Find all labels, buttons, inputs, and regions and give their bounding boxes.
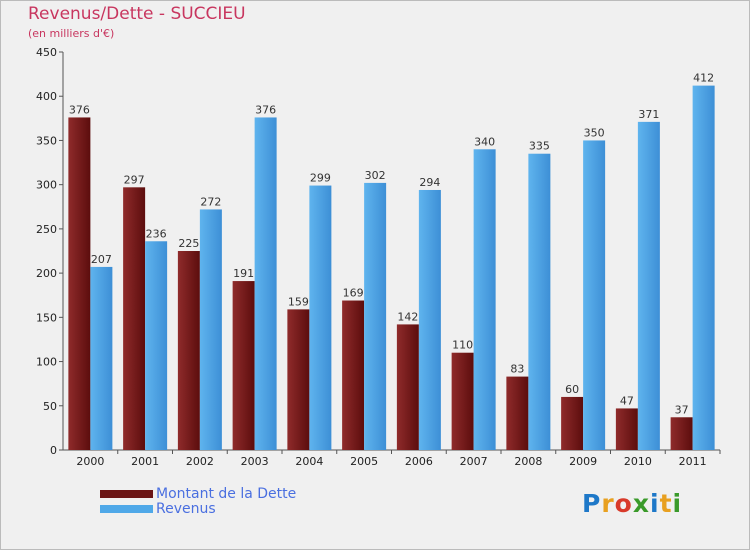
- bar-revenus: [254, 117, 277, 451]
- legend: Montant de la Dette Revenus: [100, 485, 297, 517]
- bar-revenus: [364, 182, 387, 451]
- bar-revenus: [583, 140, 606, 450]
- data-label: 350: [584, 126, 605, 139]
- bar-revenus: [90, 266, 113, 450]
- data-label: 376: [69, 103, 90, 116]
- bar-revenus: [692, 85, 715, 450]
- y-tick-label: 250: [36, 223, 57, 236]
- y-tick-label: 450: [36, 46, 57, 59]
- data-labels: 376 207 297 236 225 272 191 376 159 299 169 302 142 2…: [69, 72, 714, 417]
- bar-debt: [396, 324, 419, 450]
- data-label: 169: [343, 287, 364, 300]
- bar-revenus: [418, 189, 441, 450]
- data-label: 207: [91, 253, 112, 266]
- bar-debt: [232, 281, 255, 450]
- x-tick-label: 2006: [405, 455, 433, 468]
- data-label: 37: [675, 403, 689, 416]
- x-tick-label: 2004: [295, 455, 323, 468]
- x-tick-label: 2003: [241, 455, 269, 468]
- legend-label-revenus: Revenus: [156, 500, 216, 517]
- data-label: 236: [146, 227, 167, 240]
- bar-debt: [615, 408, 638, 450]
- legend-item-revenus: Revenus: [100, 500, 296, 517]
- bar-debt: [506, 376, 529, 450]
- data-label: 297: [124, 173, 145, 186]
- logo-letter: i: [650, 489, 660, 518]
- data-label: 340: [474, 135, 495, 148]
- bar-revenus: [473, 149, 496, 451]
- axes: 0 50 100 150 200 250 300 350 400 450 2000 2001 2002 2…: [36, 46, 721, 468]
- x-tick-label: 2001: [131, 455, 159, 468]
- bar-revenus: [199, 209, 222, 450]
- legend-swatch-debt: [100, 489, 153, 498]
- y-tick-label: 350: [36, 134, 57, 147]
- chart-title: Revenus/Dette - SUCCIEU: [28, 4, 246, 24]
- logo-letter: t: [659, 489, 673, 518]
- bar-revenus: [309, 185, 332, 450]
- proxiti-logo: Proxiti: [582, 489, 682, 518]
- data-label: 191: [233, 267, 254, 280]
- logo-letter: P: [582, 489, 602, 518]
- x-tick-label: 2009: [569, 455, 597, 468]
- bars: [68, 85, 715, 451]
- y-tick-label: 100: [36, 356, 57, 369]
- data-label: 47: [620, 394, 634, 407]
- y-tick-label: 400: [36, 90, 57, 103]
- bar-debt: [342, 300, 365, 450]
- y-tick-label: 150: [36, 311, 57, 324]
- bar-debt: [68, 117, 91, 451]
- bar-revenus: [528, 153, 551, 450]
- data-label: 376: [255, 103, 276, 116]
- y-tick-label: 200: [36, 267, 57, 280]
- data-label: 225: [178, 237, 199, 250]
- legend-label-debt: Montant de la Dette: [156, 485, 297, 502]
- y-tick-label: 300: [36, 179, 57, 192]
- x-tick-label: 2007: [460, 455, 488, 468]
- logo-letter: r: [601, 489, 615, 518]
- y-tick-label: 50: [43, 400, 57, 413]
- x-tick-label: 2008: [514, 455, 542, 468]
- legend-item-debt: Montant de la Dette: [100, 485, 297, 502]
- data-label: 335: [529, 140, 550, 153]
- x-tick-label: 2005: [350, 455, 378, 468]
- bar-debt: [123, 187, 146, 450]
- x-tick-label: 2011: [679, 455, 707, 468]
- chart-subtitle: (en milliers d'€): [28, 27, 115, 40]
- data-label: 142: [397, 310, 418, 323]
- data-label: 83: [510, 363, 524, 376]
- bar-debt: [561, 396, 584, 450]
- bar-debt: [287, 309, 310, 450]
- x-tick-label: 2002: [186, 455, 214, 468]
- legend-swatch-revenus: [100, 504, 153, 513]
- data-label: 294: [419, 176, 440, 189]
- data-label: 159: [288, 295, 309, 308]
- data-label: 272: [200, 195, 221, 208]
- bar-revenus: [637, 121, 660, 451]
- logo-letter: i: [672, 489, 683, 518]
- bar-revenus: [145, 241, 168, 450]
- bar-debt: [670, 417, 693, 450]
- logo-letter: o: [614, 489, 633, 518]
- bar-debt: [451, 352, 474, 450]
- x-tick-label: 2000: [76, 455, 104, 468]
- data-label: 110: [452, 339, 473, 352]
- y-tick-label: 0: [50, 444, 57, 457]
- data-label: 412: [693, 72, 714, 85]
- data-label: 302: [365, 169, 386, 182]
- logo-letter: x: [632, 489, 650, 518]
- data-label: 299: [310, 172, 331, 185]
- data-label: 60: [565, 383, 579, 396]
- data-label: 371: [638, 108, 659, 121]
- bar-debt: [177, 251, 200, 450]
- x-tick-label: 2010: [624, 455, 652, 468]
